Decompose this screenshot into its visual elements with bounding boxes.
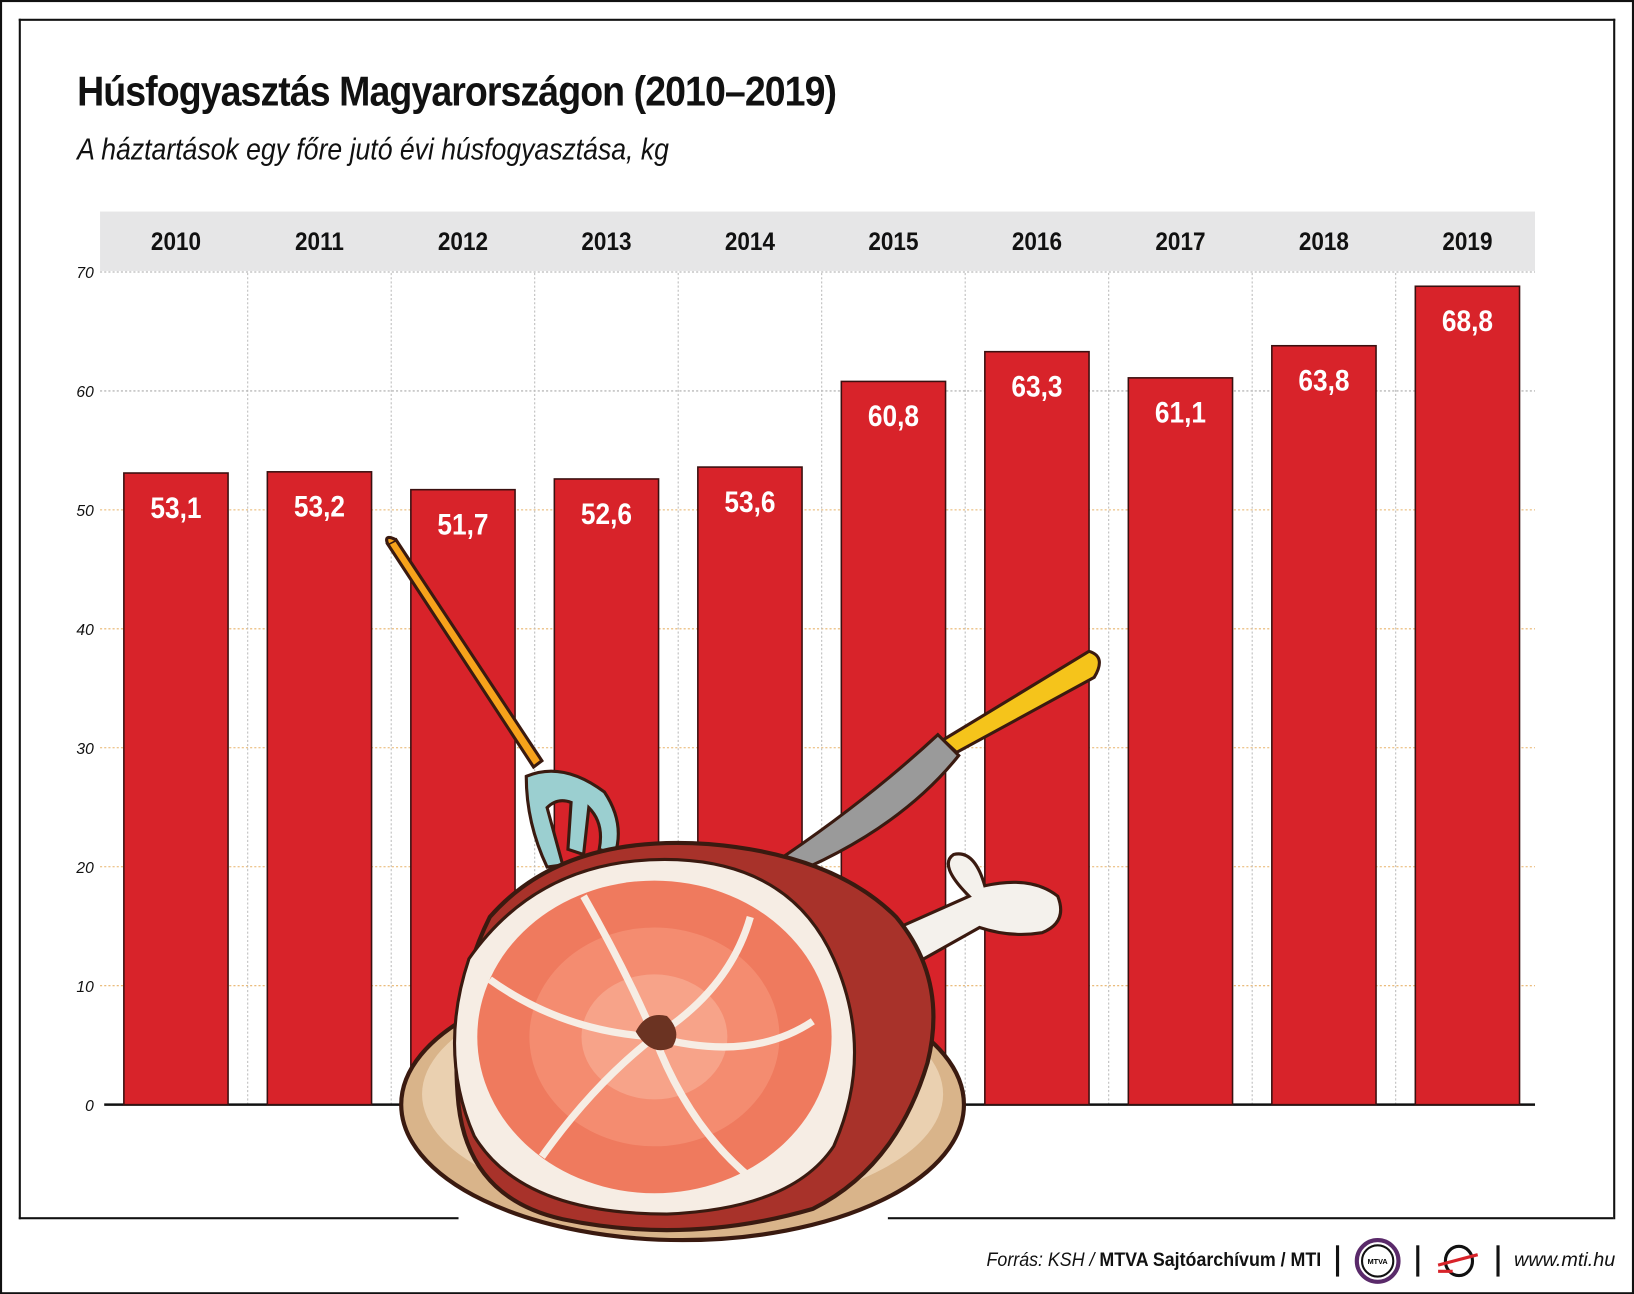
inner-frame	[18, 18, 1616, 1220]
y-tick-label: 50	[76, 503, 94, 520]
x-category-label: 2011	[295, 228, 344, 256]
x-category-label: 2012	[438, 228, 488, 256]
bar	[1271, 344, 1377, 1106]
website-url: www.mti.hu	[1514, 1249, 1616, 1272]
data-label: 51,7	[437, 508, 488, 541]
source-prefix: Forrás: KSH /	[986, 1249, 1100, 1272]
y-tick-label: 60	[76, 384, 94, 401]
separator	[1496, 1245, 1500, 1277]
bar	[984, 350, 1090, 1106]
bar	[266, 471, 373, 1106]
x-category-label: 2018	[1299, 228, 1349, 256]
data-label: 63,3	[1011, 370, 1062, 403]
separator	[1416, 1245, 1420, 1277]
frame-bottom-right	[887, 1217, 1614, 1220]
data-label: 53,1	[150, 492, 201, 525]
footer: Forrás: KSH / MTVA Sajtóarchívum / MTI M…	[938, 1238, 1616, 1284]
mti-logo-icon	[1437, 1244, 1478, 1278]
y-tick-label: 10	[76, 979, 94, 996]
y-tick-label: 20	[75, 860, 94, 877]
x-category-label: 2019	[1442, 228, 1492, 256]
data-label: 60,8	[868, 400, 919, 433]
x-category-label: 2013	[581, 228, 631, 256]
data-label: 63,8	[1298, 364, 1349, 397]
fork-icon	[385, 535, 620, 869]
bar	[1414, 285, 1521, 1106]
mtva-logo-icon: MTVA	[1354, 1238, 1401, 1284]
chart-title: Húsfogyasztás Magyarországon (2010–2019)	[77, 68, 837, 115]
chart-subtitle: A háztartások egy főre jutó évi húsfogya…	[77, 133, 669, 167]
separator	[1335, 1245, 1339, 1277]
data-label: 68,8	[1442, 305, 1493, 338]
bar	[1127, 377, 1234, 1106]
x-category-label: 2015	[868, 228, 918, 256]
data-label: 53,6	[724, 486, 775, 519]
data-label: 61,1	[1155, 396, 1206, 429]
source-text: Forrás: KSH / MTVA Sajtóarchívum / MTI	[987, 1249, 1322, 1272]
ham-illustration	[385, 535, 1101, 1243]
ham-bone-center	[635, 1015, 677, 1051]
y-tick-label: 0	[85, 1098, 94, 1115]
y-tick-label: 30	[76, 741, 94, 758]
source-bold: MTVA Sajtóarchívum / MTI	[1099, 1249, 1322, 1272]
bone-icon	[873, 852, 1063, 977]
y-tick-label: 70	[76, 265, 94, 282]
frame-bottom-left	[18, 1217, 459, 1220]
x-category-label: 2010	[151, 228, 201, 256]
data-label: 52,6	[581, 497, 632, 530]
category-header-band	[100, 211, 1536, 271]
y-tick-label: 40	[76, 622, 94, 639]
x-category-label: 2017	[1155, 228, 1205, 256]
bar	[123, 472, 229, 1106]
svg-text:MTVA: MTVA	[1367, 1257, 1388, 1266]
x-category-label: 2014	[725, 228, 776, 256]
data-label: 53,2	[294, 490, 345, 523]
x-category-label: 2016	[1012, 228, 1062, 256]
